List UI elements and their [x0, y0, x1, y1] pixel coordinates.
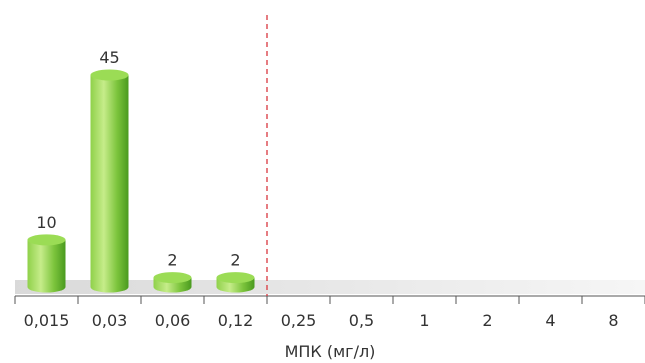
x-tick-label: 4	[545, 311, 555, 330]
x-axis-title: МПК (мг/л)	[285, 342, 376, 361]
bar	[153, 272, 192, 293]
bar-top	[90, 69, 129, 81]
x-tick-label: 0,25	[281, 311, 317, 330]
data-label: 2	[167, 251, 177, 270]
x-tick-label: 1	[419, 311, 429, 330]
x-tick-label: 0,015	[24, 311, 70, 330]
bar-top	[216, 272, 255, 284]
bar-top	[153, 272, 192, 284]
bar-body	[90, 75, 129, 293]
bar-body	[27, 239, 66, 293]
bar-top	[27, 234, 66, 246]
x-tick-label: 0,03	[92, 311, 128, 330]
x-tick-label: 0,12	[218, 311, 254, 330]
data-labels-group: 10 45 2 2	[36, 48, 240, 270]
x-tick-label: 0,06	[155, 311, 191, 330]
x-ticks-group: 0,015 0,03 0,06 0,12 0,25 0,5 1 2 4 8	[14, 296, 645, 330]
data-label: 10	[36, 213, 56, 232]
data-label: 2	[230, 251, 240, 270]
bar	[216, 272, 255, 293]
data-label: 45	[99, 48, 119, 67]
x-tick-label: 2	[482, 311, 492, 330]
x-tick-label: 0,5	[349, 311, 374, 330]
bar	[90, 69, 129, 293]
bar	[27, 234, 66, 293]
x-tick-label: 8	[608, 311, 618, 330]
bars-group	[27, 69, 255, 293]
